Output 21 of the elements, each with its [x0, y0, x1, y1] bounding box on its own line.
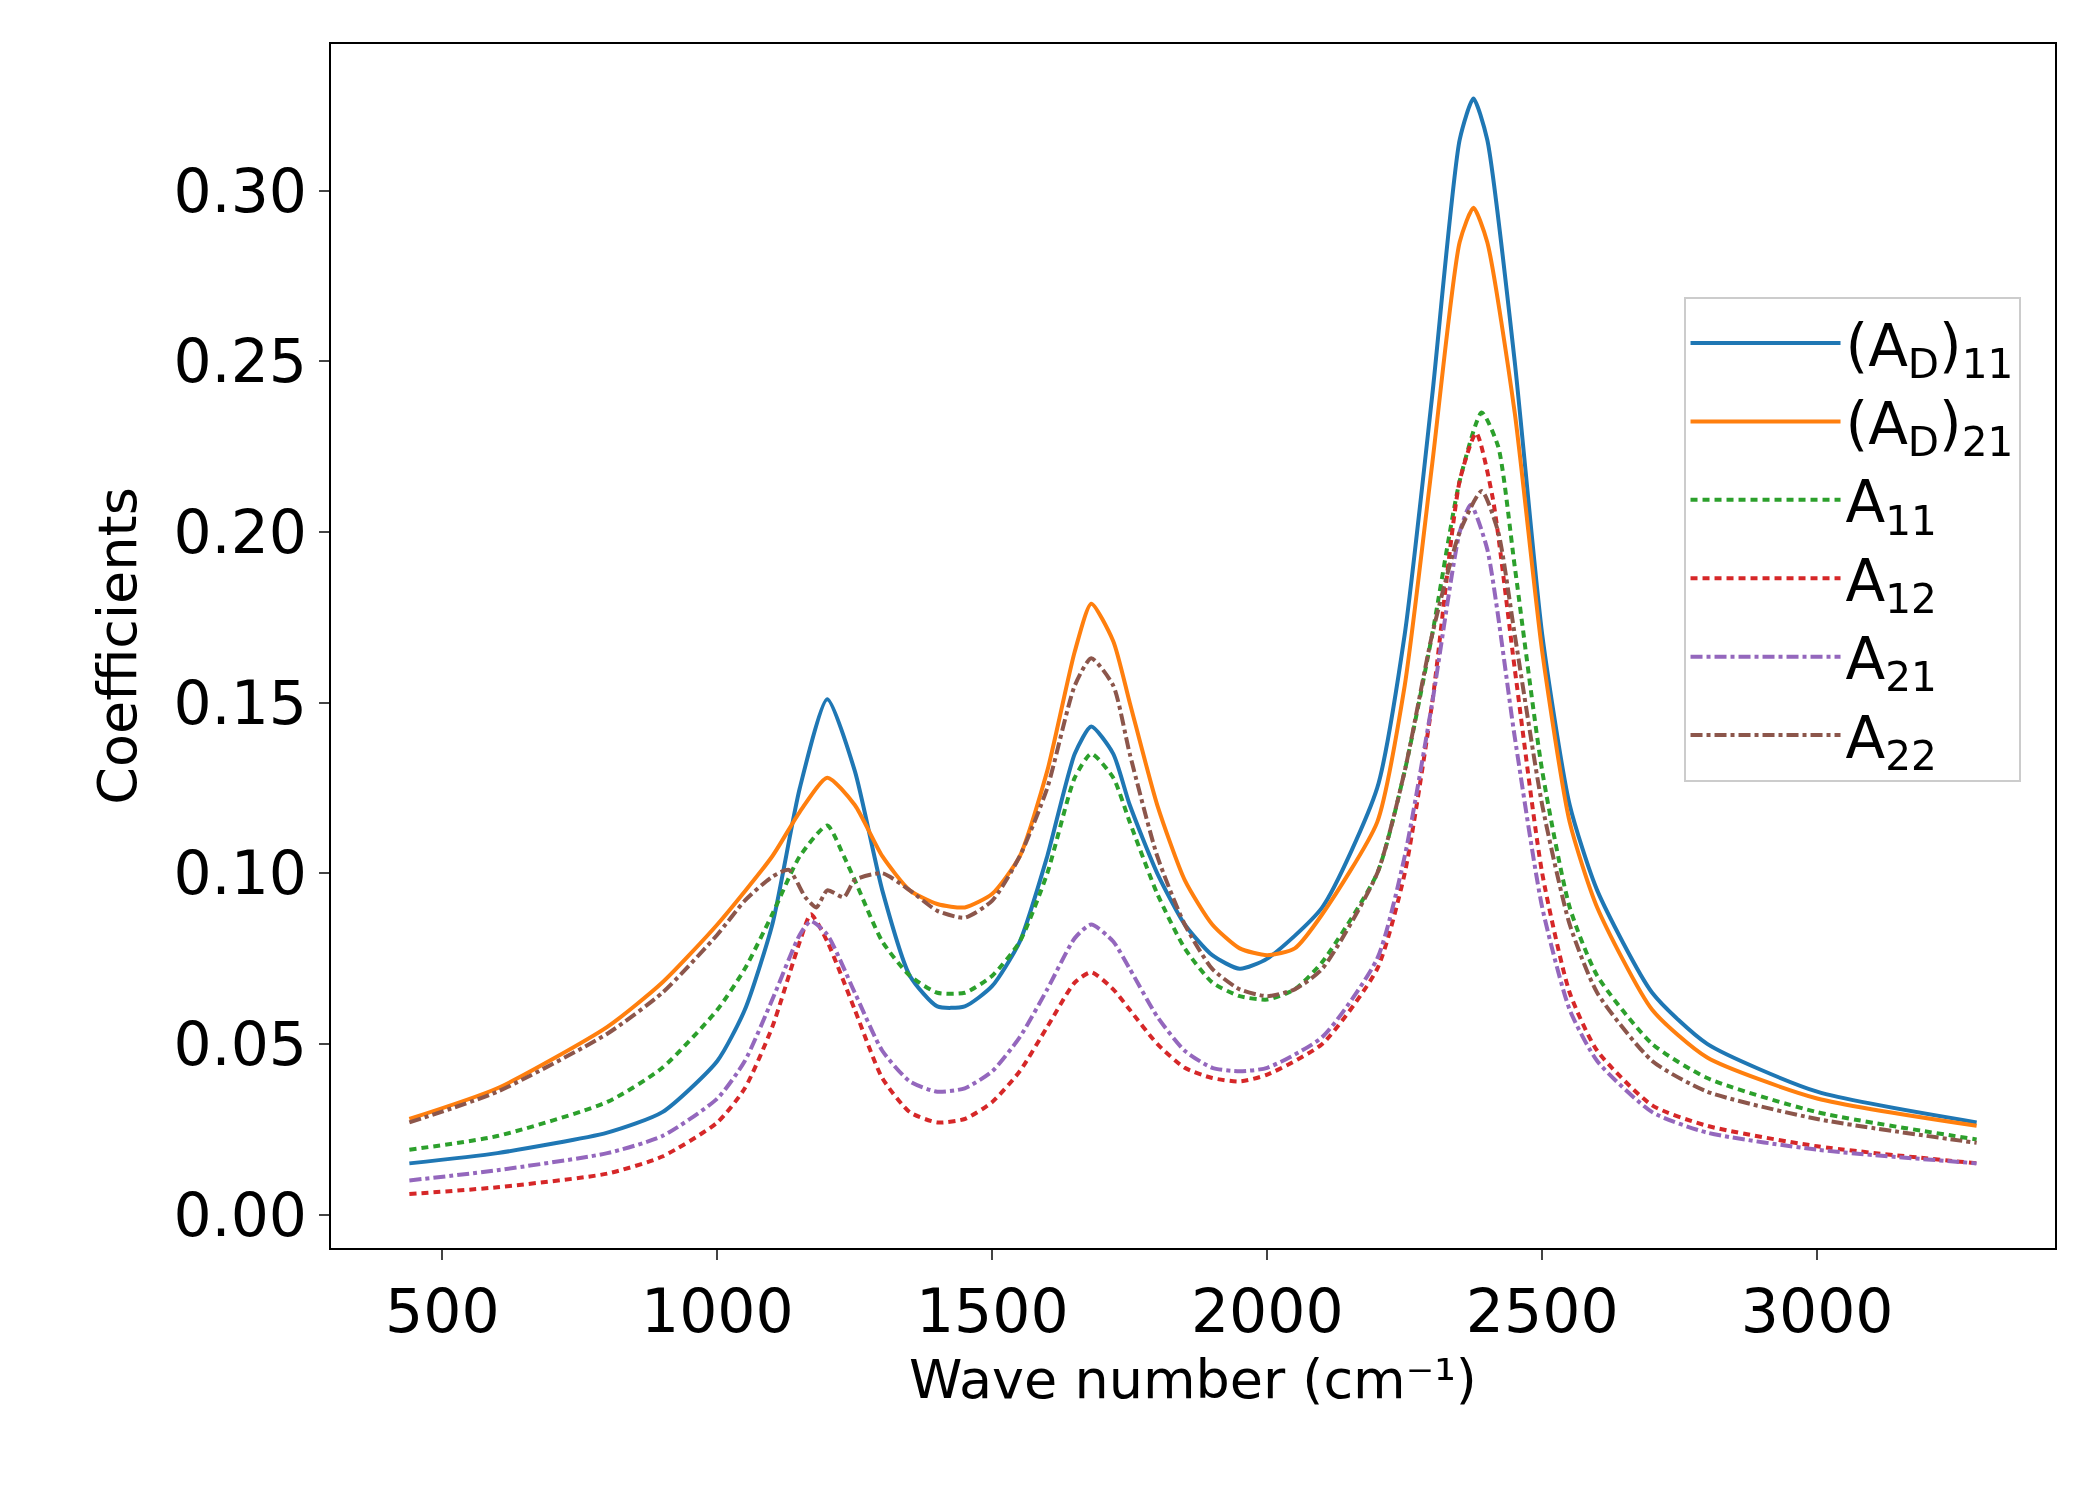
y-tick-label: 0.25	[173, 326, 307, 397]
x-axis-title: Wave number (cm⁻¹)	[909, 1347, 1477, 1411]
legend-label: A$_{11}$	[1845, 468, 1937, 545]
legend-label: (A$_{D}$)$_{21}$	[1845, 390, 2014, 467]
y-tick-label: 0.15	[173, 667, 307, 738]
y-tick-label: 0.00	[173, 1179, 307, 1250]
x-tick-label: 1000	[640, 1276, 794, 1346]
y-tick-label: 0.05	[173, 1008, 307, 1079]
x-tick-label: 500	[385, 1276, 500, 1346]
y-axis-title: Coefficients	[85, 487, 149, 805]
x-tick-label: 1500	[915, 1276, 1069, 1346]
y-tick-label: 0.30	[173, 155, 307, 226]
legend-label: A$_{22}$	[1845, 703, 1937, 780]
y-tick-label: 0.20	[173, 497, 307, 568]
x-tick-label: 3000	[1740, 1276, 1894, 1346]
legend-label: A$_{12}$	[1845, 546, 1937, 624]
legend-label: A$_{21}$	[1845, 625, 1937, 702]
legend-label: (A$_{D}$)$_{11}$	[1845, 311, 2014, 388]
x-tick-label: 2000	[1190, 1276, 1344, 1346]
y-tick-label: 0.10	[173, 838, 307, 909]
x-tick-label: 2500	[1465, 1276, 1619, 1346]
